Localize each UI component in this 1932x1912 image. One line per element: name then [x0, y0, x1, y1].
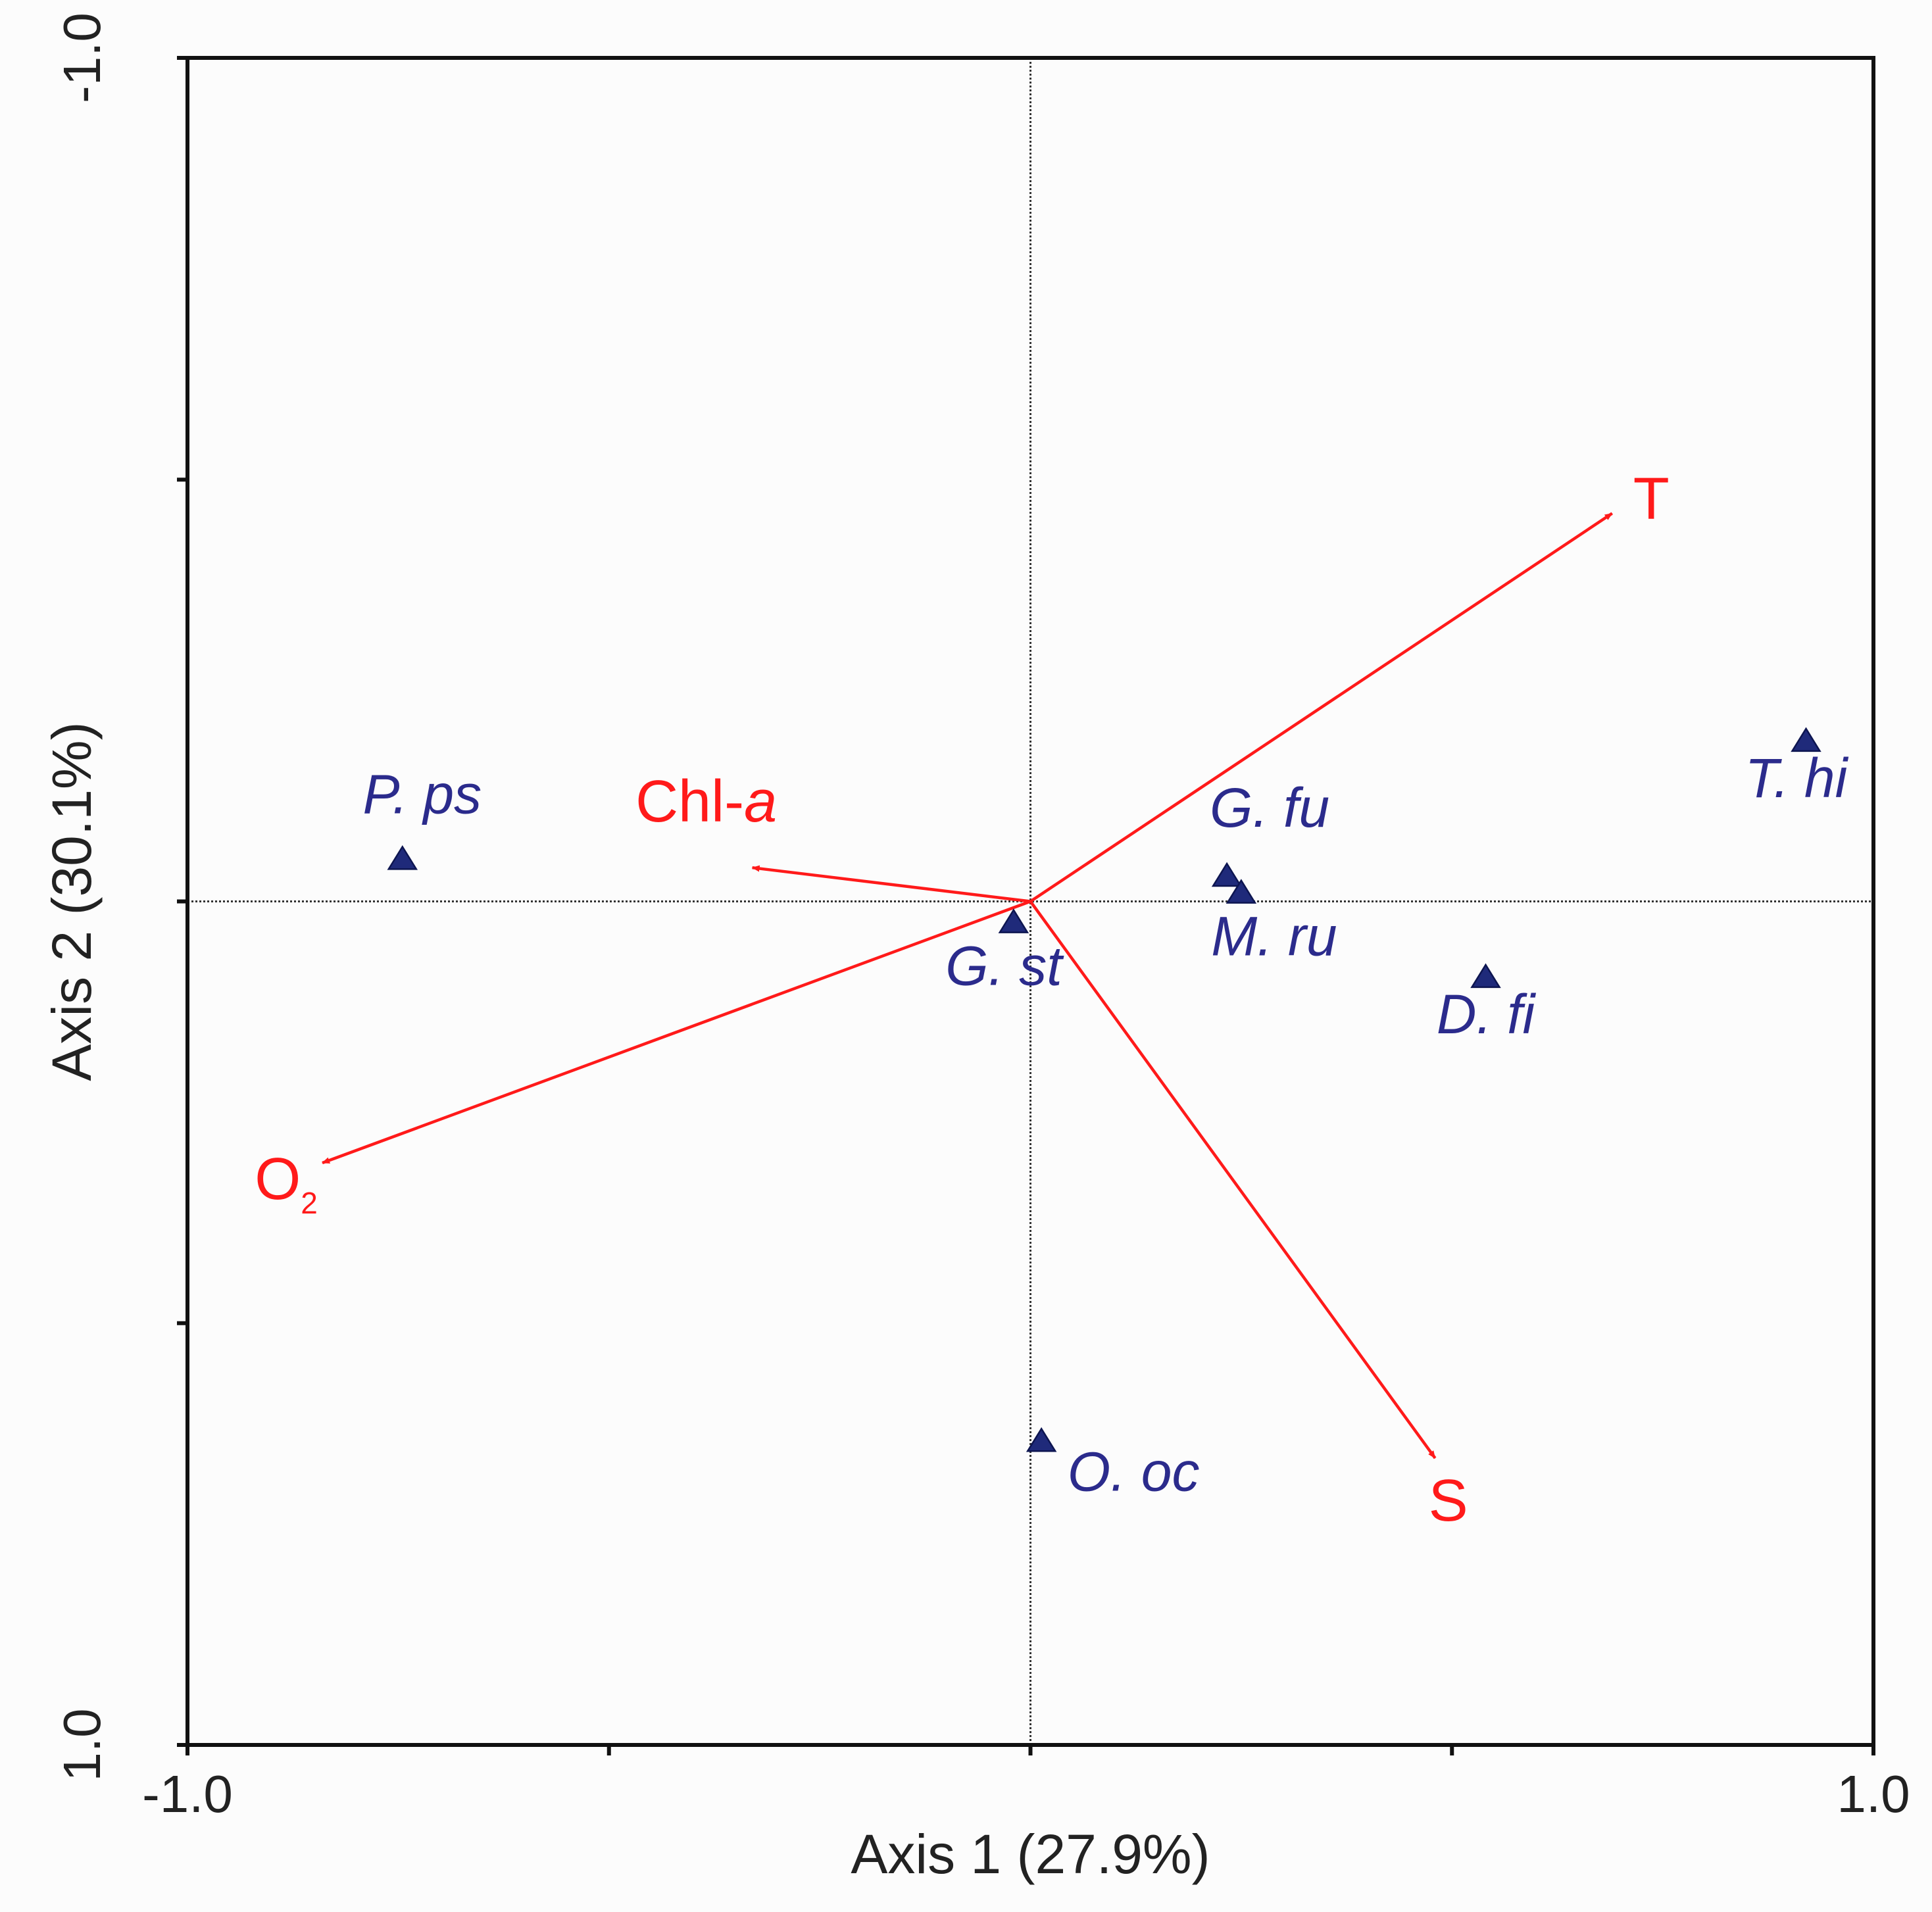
x-tick-label: 1.0 [1837, 1765, 1910, 1823]
species-points: P. ps G. st G. fu M. ru D. fi T. hi O. oc [362, 727, 1849, 1502]
env-vector [322, 900, 1031, 1165]
species-label: G. st [945, 935, 1064, 997]
x-axis-title: Axis 1 (27.9%) [851, 1823, 1210, 1885]
species-label: M. ru [1211, 906, 1337, 968]
env-vector [751, 865, 1031, 903]
env-vector [1029, 512, 1613, 903]
env-label-main: Chl- [635, 769, 744, 835]
species-marker [998, 908, 1029, 933]
species-marker [1226, 879, 1257, 904]
y-tick-label: 1.0 [53, 1708, 111, 1781]
species-marker [1791, 727, 1821, 752]
env-label-italic: a [744, 769, 777, 835]
species-marker [1211, 862, 1243, 887]
zero-lines [187, 58, 1873, 1745]
env-label-main: O [255, 1146, 301, 1212]
species-marker [1470, 963, 1501, 989]
species-marker [387, 845, 418, 870]
axis-ticks [177, 56, 1875, 1755]
env-vector [1029, 900, 1437, 1459]
species-label: G. fu [1210, 777, 1329, 839]
species-label: D. fi [1437, 983, 1537, 1045]
species-label: O. oc [1068, 1440, 1200, 1502]
x-tick-label: -1.0 [142, 1765, 233, 1823]
env-label: O2 [255, 1146, 318, 1220]
species-label: T. hi [1745, 747, 1849, 809]
y-axis-title: Axis 2 (30.1%) [41, 722, 103, 1081]
y-tick-label: -1.0 [53, 12, 111, 103]
env-label: S [1429, 1468, 1468, 1534]
env-label: T [1633, 466, 1670, 532]
env-label: Chl-a [635, 769, 777, 835]
species-marker [1026, 1427, 1057, 1452]
environment-vectors: T Chl-a O2 S [255, 466, 1669, 1534]
species-label: P. ps [362, 763, 482, 825]
axis-tick-labels: -1.0 1.0 -1.0 1.0 [53, 12, 1910, 1823]
env-label-subscript: 2 [301, 1186, 318, 1220]
